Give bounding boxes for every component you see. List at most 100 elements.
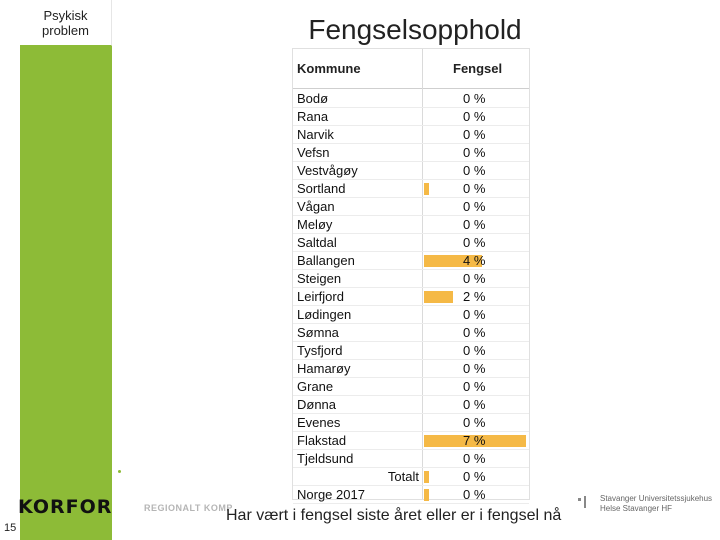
regional-text: REGIONALT KOMP <box>144 503 233 513</box>
row-kommune: Meløy <box>297 217 333 232</box>
sidebar-band <box>20 0 112 540</box>
row-bar <box>424 435 526 447</box>
table-row: Vågan 0 % <box>293 198 529 216</box>
row-divider <box>293 503 529 504</box>
table-row: Vestvågøy 0 % <box>293 162 529 180</box>
section-label: Psykisk problem <box>20 0 112 46</box>
row-percent: 0 % <box>463 397 486 412</box>
sus-line2: Helse Stavanger HF <box>600 504 673 513</box>
row-divider <box>293 251 529 252</box>
row-divider <box>293 215 529 216</box>
row-percent: 0 % <box>463 487 486 502</box>
row-divider <box>293 377 529 378</box>
row-percent: 0 % <box>463 163 486 178</box>
row-kommune: Flakstad <box>297 433 347 448</box>
row-percent: 7 % <box>463 433 486 448</box>
row-percent: 0 % <box>463 109 486 124</box>
sus-logo-icon <box>578 496 586 508</box>
page-title: Fengselsopphold <box>308 14 522 45</box>
row-percent: 0 % <box>463 127 486 142</box>
row-kommune: Narvik <box>297 127 334 142</box>
row-kommune: Dønna <box>297 397 337 412</box>
row-kommune: Saltdal <box>297 235 337 250</box>
table-row: Ballangen 4 % <box>293 252 529 270</box>
row-kommune: Hamarøy <box>297 361 351 376</box>
row-divider <box>293 305 529 306</box>
table-row: Vefsn 0 % <box>293 144 529 162</box>
page-number: 15 <box>4 522 17 534</box>
row-kommune: Evenes <box>297 415 341 430</box>
table-row: Norge 2017 0 % <box>293 486 529 504</box>
row-divider <box>293 161 529 162</box>
sus-logo-text: Stavanger Universitetssjukehus Helse Sta… <box>600 494 712 514</box>
row-divider <box>293 143 529 144</box>
row-percent: 0 % <box>463 235 486 250</box>
korfor-logo: KORFOR <box>18 497 112 515</box>
row-divider <box>293 107 529 108</box>
sus-line1: Stavanger Universitetssjukehus <box>600 494 713 503</box>
row-kommune: Tysfjord <box>297 343 343 358</box>
row-percent: 0 % <box>463 343 486 358</box>
row-kommune: Steigen <box>297 271 342 286</box>
row-divider <box>293 431 529 432</box>
row-kommune: Norge 2017 <box>297 487 365 502</box>
table-row: Dønna 0 % <box>293 396 529 414</box>
row-kommune: Grane <box>297 379 334 394</box>
row-divider <box>293 197 529 198</box>
header-fengsel: Fengsel <box>453 61 503 76</box>
table-caption: Har vært i fengsel siste året eller er i… <box>226 507 562 524</box>
row-divider <box>293 485 529 486</box>
row-divider <box>293 395 529 396</box>
row-percent: 4 % <box>463 253 486 268</box>
row-kommune: Sortland <box>297 181 346 196</box>
row-percent: 0 % <box>463 271 486 286</box>
row-divider <box>293 341 529 342</box>
row-divider <box>293 179 529 180</box>
svg-text:KORFOR: KORFOR <box>18 497 112 515</box>
table-row: Hamarøy 0 % <box>293 360 529 378</box>
row-bar <box>424 471 429 483</box>
row-divider <box>293 449 529 450</box>
table-row: Leirfjord 2 % <box>293 288 529 306</box>
row-divider <box>293 269 529 270</box>
row-percent: 0 % <box>463 451 486 466</box>
row-divider <box>293 125 529 126</box>
row-divider <box>293 287 529 288</box>
table-row: Totalt 0 % <box>293 468 529 486</box>
row-kommune: Bodø <box>297 91 329 106</box>
fengsel-table: Kommune Fengsel Bodø 0 % Rana 0 % Narvik 0 % V… <box>292 48 530 504</box>
row-bar <box>424 291 454 303</box>
row-divider <box>293 233 529 234</box>
table-row: Tysfjord 0 % <box>293 342 529 360</box>
table-row: Grane 0 % <box>293 378 529 396</box>
table-row: Sortland 0 % <box>293 180 529 198</box>
table-row: Evenes 0 % <box>293 414 529 432</box>
row-percent: 0 % <box>463 181 486 196</box>
table-row: Meløy 0 % <box>293 216 529 234</box>
row-divider <box>293 359 529 360</box>
table-row: Narvik 0 % <box>293 126 529 144</box>
table-row: Tjeldsund 0 % <box>293 450 529 468</box>
header-kommune: Kommune <box>297 61 361 76</box>
table-row: Lødingen 0 % <box>293 306 529 324</box>
table-row: Flakstad 7 % <box>293 432 529 450</box>
row-percent: 0 % <box>463 217 486 232</box>
row-percent: 0 % <box>463 325 486 340</box>
row-percent: 0 % <box>463 415 486 430</box>
row-kommune: Vestvågøy <box>297 163 358 178</box>
row-percent: 0 % <box>463 379 486 394</box>
table-row: Steigen 0 % <box>293 270 529 288</box>
row-kommune: Totalt <box>387 469 419 484</box>
table-header: Kommune Fengsel <box>293 49 529 89</box>
row-percent: 2 % <box>463 289 486 304</box>
table-row: Sømna 0 % <box>293 324 529 342</box>
row-kommune: Ballangen <box>297 253 355 268</box>
row-percent: 0 % <box>463 469 486 484</box>
row-bar <box>424 489 429 501</box>
row-percent: 0 % <box>463 145 486 160</box>
table-row: Rana 0 % <box>293 108 529 126</box>
row-kommune: Leirfjord <box>297 289 344 304</box>
row-percent: 0 % <box>463 361 486 376</box>
row-bar <box>424 255 483 267</box>
row-percent: 0 % <box>463 307 486 322</box>
